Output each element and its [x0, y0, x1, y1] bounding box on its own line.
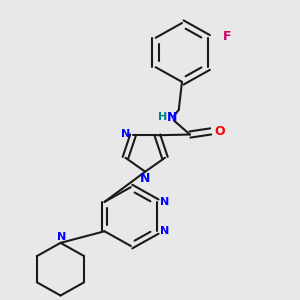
Text: N: N — [160, 197, 169, 207]
Text: N: N — [121, 129, 130, 139]
Text: N: N — [160, 226, 169, 236]
Text: F: F — [223, 30, 231, 43]
Text: N: N — [56, 232, 66, 242]
Text: O: O — [214, 125, 225, 138]
Text: H: H — [158, 112, 167, 122]
Text: N: N — [167, 111, 178, 124]
Text: N: N — [140, 172, 150, 185]
